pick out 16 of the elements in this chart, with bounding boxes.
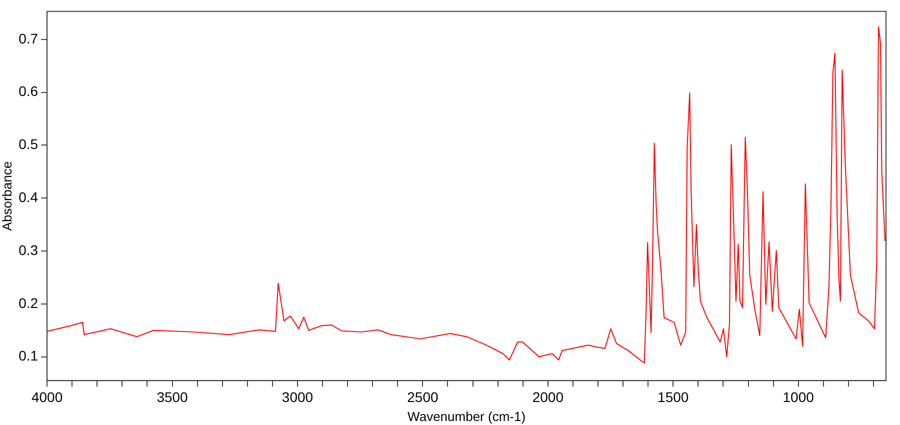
y-tick-label: 0.2 bbox=[18, 294, 38, 311]
y-tick-label: 0.7 bbox=[18, 30, 38, 46]
y-axis-title: Absorbance bbox=[0, 161, 14, 231]
x-tick-label: 2500 bbox=[407, 388, 438, 405]
x-tick-label: 3500 bbox=[156, 388, 188, 405]
x-tick-label: 1000 bbox=[782, 388, 814, 405]
x-tick-label: 2000 bbox=[532, 388, 564, 405]
y-tick-label: 0.1 bbox=[18, 348, 38, 364]
x-tick-label: 4000 bbox=[31, 388, 63, 405]
y-tick-label: 0.6 bbox=[18, 83, 38, 100]
y-tick-label: 0.3 bbox=[18, 242, 38, 258]
x-tick-label: 3000 bbox=[282, 388, 314, 405]
x-tick-label: 1500 bbox=[658, 388, 689, 405]
y-tick-label: 0.4 bbox=[18, 188, 38, 205]
y-tick-label: 0.5 bbox=[18, 136, 38, 152]
x-axis-title: Wavenumber (cm-1) bbox=[408, 408, 526, 424]
